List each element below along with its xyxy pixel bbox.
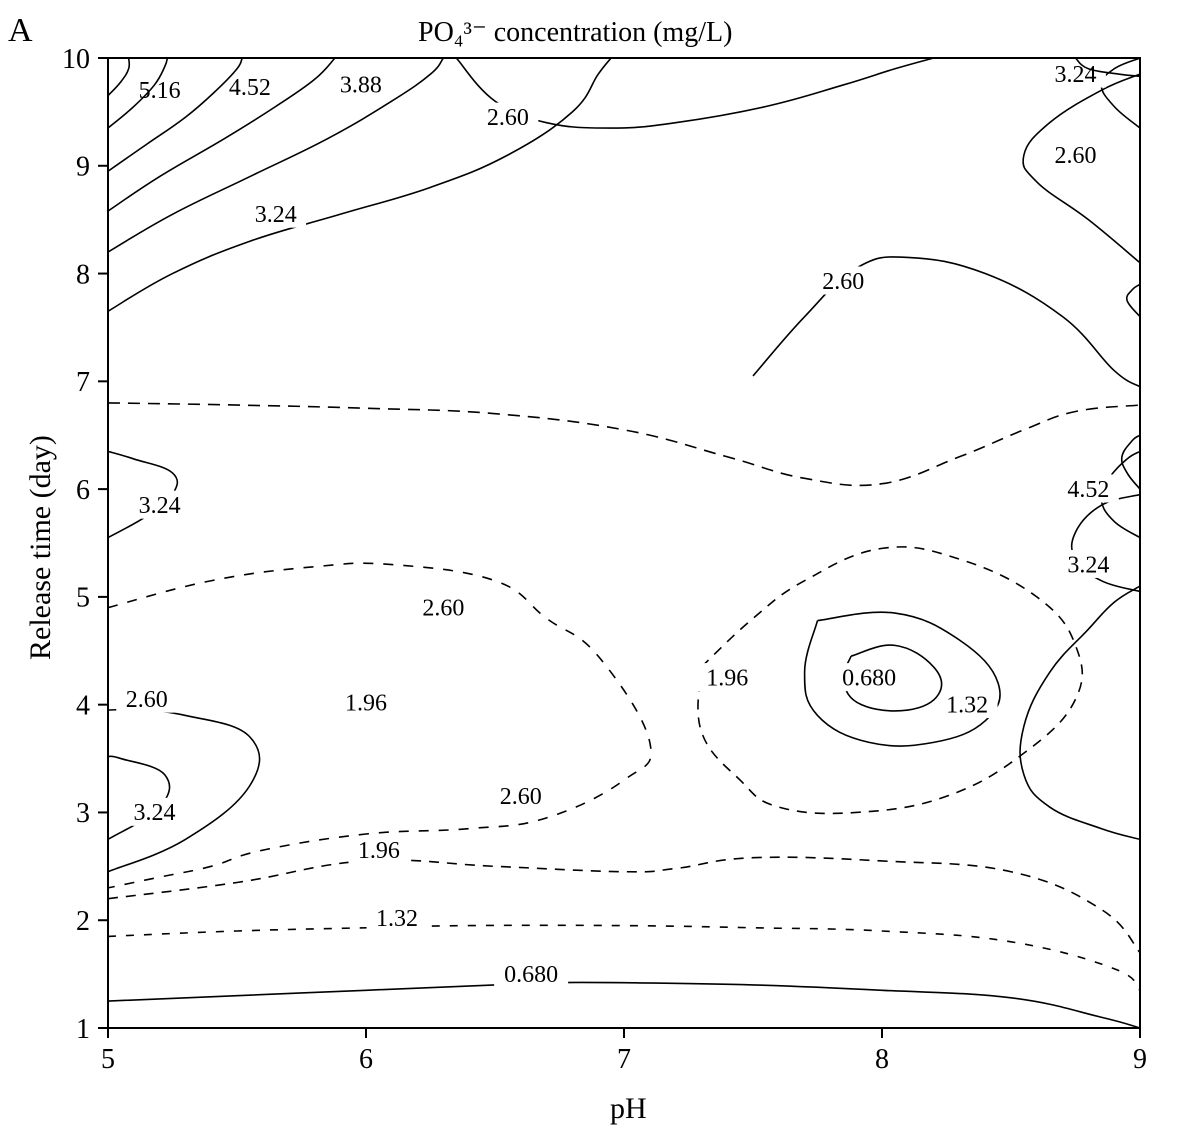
y-tick-label: 3: [76, 798, 90, 829]
y-tick-label: 10: [62, 44, 90, 75]
y-tick-label: 2: [76, 906, 90, 937]
contour-label: 2.60: [1055, 143, 1097, 169]
contour-label: 5.16: [139, 78, 181, 104]
contour-label: 1.32: [376, 906, 418, 932]
contour-label: 2.60: [126, 687, 168, 713]
x-tick-label: 6: [359, 1044, 373, 1075]
contour-label: 2.60: [422, 595, 464, 621]
contour-label: 4.52: [1067, 477, 1109, 503]
y-tick-label: 7: [76, 367, 90, 398]
contour-label: 1.32: [946, 692, 988, 718]
x-tick-label: 7: [617, 1044, 631, 1075]
y-tick-label: 9: [76, 152, 90, 183]
contour-label: 1.96: [345, 690, 387, 716]
contour-label: 3.88: [340, 73, 382, 99]
contour-label: 3.24: [255, 202, 297, 228]
contour-chart: 5 6 7 8 9 1 2 3 4 5 6 7 8 9 10 0.680 1.32 1.96 1.96 2.60 3.2…: [0, 0, 1182, 1135]
contour-label: 2.60: [822, 269, 864, 295]
contour-label: 4.52: [229, 75, 271, 101]
contour-label: 0.680: [504, 962, 558, 988]
y-tick-label: 1: [76, 1014, 90, 1045]
y-tick-label: 6: [76, 475, 90, 506]
contour-label: 1.96: [358, 838, 400, 864]
y-tick-label: 4: [76, 690, 90, 721]
y-tick-label: 8: [76, 259, 90, 290]
contour-label: 3.24: [139, 493, 181, 519]
contour-label: 3.24: [1067, 552, 1109, 578]
contour-label: 0.680: [842, 666, 896, 692]
contour-label: 2.60: [487, 105, 529, 131]
page: A PO₄³⁻ concentration (mg/L) pH Release …: [0, 0, 1182, 1135]
contour-label: 3.24: [1055, 62, 1097, 88]
x-tick-label: 5: [101, 1044, 115, 1075]
contour-label: 2.60: [500, 784, 542, 810]
x-tick-label: 8: [875, 1044, 889, 1075]
contour-label: 3.24: [133, 800, 175, 826]
x-tick-label: 9: [1133, 1044, 1147, 1075]
contour-label: 1.96: [706, 666, 748, 692]
y-tick-label: 5: [76, 583, 90, 614]
